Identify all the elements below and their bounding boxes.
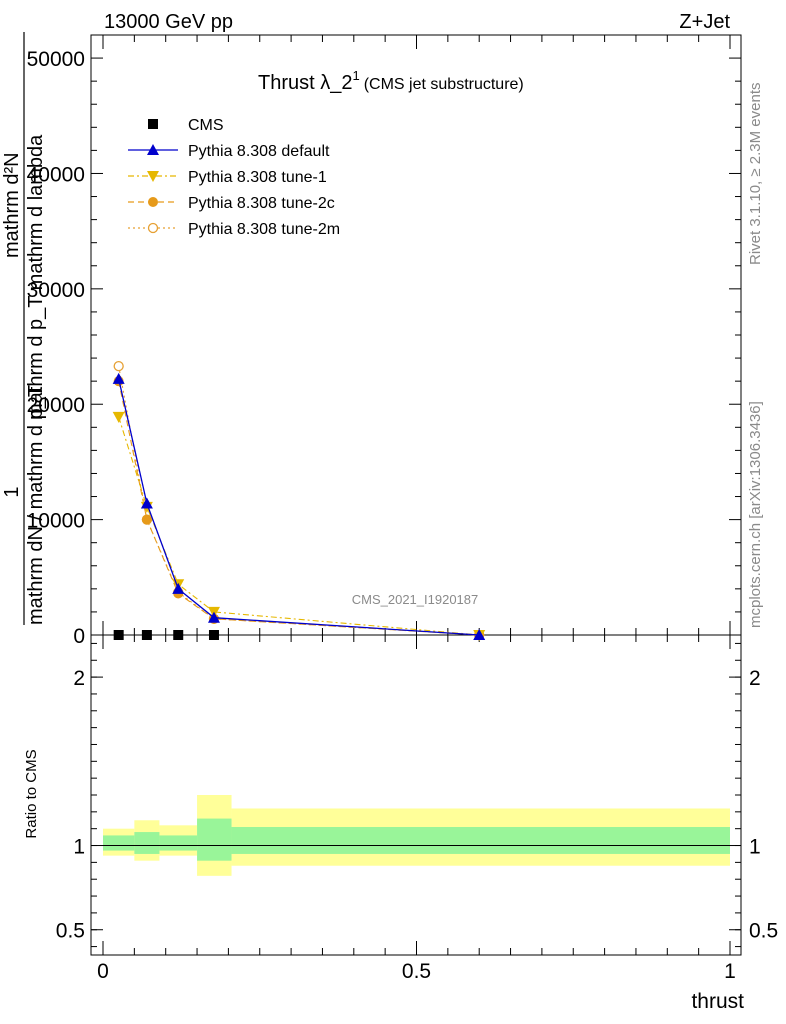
data-point-data (113, 630, 124, 640)
legend-marker (147, 171, 159, 182)
ratio-xtick-label: 0 (97, 960, 109, 983)
series-data (113, 630, 219, 640)
ratio-band-inner (134, 832, 160, 854)
legend-marker (147, 222, 159, 234)
legend-item-data: CMS (148, 117, 224, 134)
legend-label: Pythia 8.308 tune-2m (188, 221, 340, 238)
ratio-ytick-label: 1 (73, 836, 85, 859)
main-ytick-label: 0 (73, 625, 85, 648)
ratio-plot-frame (90, 634, 742, 956)
legend-item-tune2c: Pythia 8.308 tune-2c (128, 195, 335, 212)
ratio-band-inner (103, 835, 135, 851)
series-layer (112, 361, 486, 641)
analysis-watermark: CMS_2021_I1920187 (352, 592, 479, 607)
data-point-data (141, 630, 152, 640)
main-ylabel: 1 mathrm dN / mathrm d p_T mathrm d²N ma… (1, 32, 47, 625)
rivet-label: Rivet 3.1.10, ≥ 2.3M events (747, 83, 764, 266)
data-point-data (208, 630, 219, 640)
legend-item-tune2m: Pythia 8.308 tune-2m (128, 221, 340, 238)
plot-title: Thrust λ_21 (CMS jet substructure) (258, 68, 524, 94)
main-ytick-label: 20000 (27, 394, 85, 417)
ylabel-numerator-tail: mathrm d p_T mathrm d lambda (25, 134, 47, 420)
plot-title-sup: 1 (352, 68, 359, 83)
mcplots-label: mcplots.cern.ch [arXiv:1306.3436] (747, 401, 764, 628)
data-point-default (207, 611, 220, 623)
plot-title-sub: (CMS jet substructure) (364, 76, 524, 93)
legend-marker (148, 119, 158, 129)
legend-item-default: Pythia 8.308 default (128, 143, 330, 160)
main-ytick-label: 40000 (27, 163, 85, 186)
ratio-xtick-label: 0.5 (402, 960, 431, 983)
data-point-data (173, 630, 184, 640)
ratio-ytick-label-right: 0.5 (749, 920, 778, 943)
legend-label: Pythia 8.308 tune-1 (188, 169, 327, 186)
ratio-ytick-label: 0.5 (56, 920, 85, 943)
main-axis-ticks: 0 10000 20000 30000 40000 50000 (27, 34, 741, 955)
ratio-bands (103, 795, 730, 876)
legend-label: Pythia 8.308 default (188, 143, 330, 160)
legend-marker (148, 197, 158, 207)
ratio-ytick-label-right: 2 (749, 667, 761, 690)
legend: CMS Pythia 8.308 default Pythia 8.308 tune… (128, 117, 340, 238)
ratio-xtick-label: 1 (724, 960, 736, 983)
process-label: Z+Jet (679, 11, 730, 33)
data-point-default (473, 629, 486, 640)
legend-marker (147, 144, 159, 155)
data-point-default (172, 582, 185, 594)
data-point-tune1 (112, 411, 125, 423)
main-ytick-label: 50000 (27, 48, 85, 71)
ratio-ytick-label-right: 1 (749, 836, 761, 859)
ratio-band-inner (231, 827, 730, 854)
legend-label: Pythia 8.308 tune-2c (188, 195, 335, 212)
ratio-band-inner (197, 818, 232, 861)
ylabel-denominator: mathrm dN / mathrm d p_T (25, 385, 47, 625)
series-default (112, 372, 486, 640)
ylabel-prefix: 1 (1, 486, 23, 497)
ylabel-numerator: mathrm d²N (1, 152, 23, 258)
ratio-axis-ticks: 0.5 0.5 1 1 2 2 0 0.5 1 (56, 642, 778, 983)
plot-title-main: Thrust λ_2 (258, 72, 352, 94)
main-ytick-label: 30000 (27, 279, 85, 302)
energy-label: 13000 GeV pp (104, 11, 233, 33)
legend-label: CMS (188, 117, 224, 134)
data-point-default (112, 372, 125, 384)
legend-item-tune1: Pythia 8.308 tune-1 (128, 169, 327, 186)
ratio-ytick-label: 2 (73, 667, 85, 690)
data-point-tune2m (113, 361, 124, 372)
main-ytick-label: 10000 (27, 510, 85, 533)
data-point-tune2c (141, 514, 152, 525)
ratio-band-inner (159, 835, 198, 851)
xlabel: thrust (691, 990, 744, 1013)
data-point-default (140, 497, 153, 509)
ratio-ylabel: Ratio to CMS (23, 749, 40, 838)
